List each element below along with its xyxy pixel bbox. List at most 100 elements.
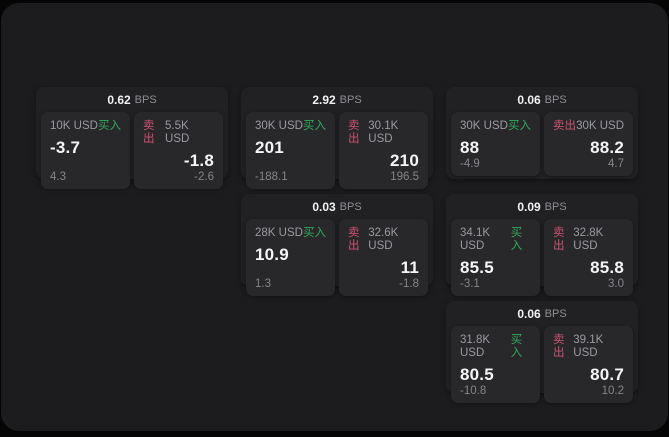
sell-change: 4.7 bbox=[608, 158, 624, 170]
buy-panel-header: 10K USD 买入 bbox=[50, 120, 121, 133]
buy-panel-header: 34.1K USD 买入 bbox=[460, 227, 531, 253]
bps-unit-label: BPS bbox=[339, 200, 362, 213]
buy-panel[interactable]: 31.8K USD 买入 80.5 -10.8 bbox=[451, 326, 540, 403]
buy-panel-header: 30K USD 买入 bbox=[255, 120, 326, 133]
sell-panel[interactable]: 卖出 32.8K USD 85.8 3.0 bbox=[544, 219, 633, 296]
buy-change: -188.1 bbox=[255, 171, 288, 183]
buy-amount: 34.1K USD bbox=[460, 227, 491, 252]
sell-tag: 卖出 bbox=[143, 120, 155, 145]
bps-unit-label: BPS bbox=[544, 93, 567, 106]
sell-price: 88.2 bbox=[590, 138, 624, 157]
card-body: 30K USD 买入 88 -4.9 卖出 30K USD 88.2 4.7 bbox=[446, 112, 638, 181]
sell-change: -1.8 bbox=[399, 278, 419, 290]
buy-price: 85.5 bbox=[460, 258, 494, 277]
sell-panel-header: 卖出 39.1K USD bbox=[553, 334, 624, 360]
sell-panel[interactable]: 卖出 5.5K USD -1.8 -2.6 bbox=[134, 112, 223, 189]
buy-panel[interactable]: 28K USD 买入 10.9 1.3 bbox=[246, 219, 335, 296]
buy-amount: 30K USD bbox=[460, 120, 508, 132]
card-body: 28K USD 买入 10.9 1.3 卖出 32.6K USD 11 -1.8 bbox=[241, 219, 433, 301]
card-header: 0.62 BPS bbox=[36, 87, 228, 112]
sell-price: 85.8 bbox=[590, 258, 624, 277]
buy-panel-header: 31.8K USD 买入 bbox=[460, 334, 531, 360]
bps-value: 0.06 bbox=[517, 306, 541, 321]
quote-grid: 0.62 BPS 10K USD 买入 -3.7 4.3 卖出 5.5K USD… bbox=[36, 87, 638, 403]
card-body: 34.1K USD 买入 85.5 -3.1 卖出 32.8K USD 85.8… bbox=[446, 219, 638, 301]
sell-panel-header: 卖出 30.1K USD bbox=[348, 120, 419, 146]
sell-panel-header: 卖出 5.5K USD bbox=[143, 120, 214, 146]
sell-panel[interactable]: 卖出 30.1K USD 210 196.5 bbox=[339, 112, 428, 189]
sell-change: 3.0 bbox=[608, 278, 624, 290]
sell-tag: 卖出 bbox=[348, 227, 360, 252]
bps-value: 2.92 bbox=[312, 92, 336, 107]
bps-value: 0.06 bbox=[517, 92, 541, 107]
quote-card: 0.09 BPS 34.1K USD 买入 85.5 -3.1 卖出 32.8K… bbox=[446, 194, 638, 296]
app-panel: 0.62 BPS 10K USD 买入 -3.7 4.3 卖出 5.5K USD… bbox=[1, 3, 668, 431]
sell-amount: 32.6K USD bbox=[368, 227, 399, 252]
sell-price: 11 bbox=[400, 258, 419, 277]
sell-amount: 39.1K USD bbox=[573, 334, 604, 359]
sell-change: 196.5 bbox=[390, 171, 419, 183]
sell-tag: 卖出 bbox=[348, 120, 360, 145]
card-body: 31.8K USD 买入 80.5 -10.8 卖出 39.1K USD 80.… bbox=[446, 326, 638, 408]
quote-card: 0.62 BPS 10K USD 买入 -3.7 4.3 卖出 5.5K USD… bbox=[36, 87, 228, 189]
sell-amount: 30K USD bbox=[576, 120, 624, 132]
bps-unit-label: BPS bbox=[134, 93, 157, 106]
buy-change: -4.9 bbox=[460, 158, 480, 170]
sell-change: 10.2 bbox=[601, 385, 624, 397]
bps-unit-label: BPS bbox=[339, 93, 362, 106]
sell-price: -1.8 bbox=[183, 151, 214, 170]
buy-panel[interactable]: 10K USD 买入 -3.7 4.3 bbox=[41, 112, 130, 189]
card-header: 2.92 BPS bbox=[241, 87, 433, 112]
buy-price: 10.9 bbox=[255, 245, 289, 264]
buy-change: 4.3 bbox=[50, 171, 66, 183]
card-body: 10K USD 买入 -3.7 4.3 卖出 5.5K USD -1.8 -2.… bbox=[36, 112, 228, 194]
sell-panel-header: 卖出 32.6K USD bbox=[348, 227, 419, 253]
quote-card: 0.06 BPS 31.8K USD 买入 80.5 -10.8 卖出 39.1… bbox=[446, 301, 638, 403]
buy-change: 1.3 bbox=[255, 278, 271, 290]
bps-value: 0.03 bbox=[312, 199, 336, 214]
sell-panel[interactable]: 卖出 32.6K USD 11 -1.8 bbox=[339, 219, 428, 296]
bps-unit-label: BPS bbox=[544, 200, 567, 213]
quote-card: 0.03 BPS 28K USD 买入 10.9 1.3 卖出 32.6K US… bbox=[241, 194, 433, 296]
quote-card: 0.06 BPS 30K USD 买入 88 -4.9 卖出 30K USD 8… bbox=[446, 87, 638, 179]
buy-tag: 买入 bbox=[303, 227, 326, 239]
card-header: 0.03 BPS bbox=[241, 194, 433, 219]
sell-change: -2.6 bbox=[194, 171, 214, 183]
buy-price: 80.5 bbox=[460, 365, 494, 384]
buy-amount: 30K USD bbox=[255, 120, 303, 132]
buy-change: -3.1 bbox=[460, 278, 480, 290]
buy-panel[interactable]: 30K USD 买入 201 -188.1 bbox=[246, 112, 335, 189]
buy-amount: 10K USD bbox=[50, 120, 98, 132]
buy-tag: 买入 bbox=[98, 120, 121, 132]
buy-tag: 买入 bbox=[510, 227, 523, 252]
sell-price: 80.7 bbox=[590, 365, 624, 384]
buy-tag: 买入 bbox=[303, 120, 326, 132]
buy-change: -10.8 bbox=[460, 385, 487, 397]
quote-card: 2.92 BPS 30K USD 买入 201 -188.1 卖出 30.1K … bbox=[241, 87, 433, 189]
card-header: 0.09 BPS bbox=[446, 194, 638, 219]
buy-panel[interactable]: 34.1K USD 买入 85.5 -3.1 bbox=[451, 219, 540, 296]
card-body: 30K USD 买入 201 -188.1 卖出 30.1K USD 210 1… bbox=[241, 112, 433, 194]
sell-panel-header: 卖出 32.8K USD bbox=[553, 227, 624, 253]
sell-tag: 卖出 bbox=[553, 334, 565, 359]
buy-tag: 买入 bbox=[510, 334, 523, 359]
card-header: 0.06 BPS bbox=[446, 301, 638, 326]
buy-tag: 买入 bbox=[508, 120, 531, 132]
sell-amount: 30.1K USD bbox=[368, 120, 399, 145]
card-header: 0.06 BPS bbox=[446, 87, 638, 112]
sell-panel[interactable]: 卖出 30K USD 88.2 4.7 bbox=[544, 112, 633, 176]
buy-panel[interactable]: 30K USD 买入 88 -4.9 bbox=[451, 112, 540, 176]
buy-amount: 31.8K USD bbox=[460, 334, 491, 359]
sell-panel[interactable]: 卖出 39.1K USD 80.7 10.2 bbox=[544, 326, 633, 403]
buy-panel-header: 28K USD 买入 bbox=[255, 227, 326, 240]
buy-price: 201 bbox=[255, 138, 284, 157]
sell-tag: 卖出 bbox=[553, 227, 565, 252]
bps-value: 0.09 bbox=[517, 199, 541, 214]
sell-amount: 32.8K USD bbox=[573, 227, 604, 252]
buy-panel-header: 30K USD 买入 bbox=[460, 120, 531, 133]
sell-tag: 卖出 bbox=[553, 120, 576, 132]
bps-value: 0.62 bbox=[107, 92, 131, 107]
bps-unit-label: BPS bbox=[544, 307, 567, 320]
buy-price: 88 bbox=[460, 138, 480, 157]
sell-amount: 5.5K USD bbox=[165, 120, 190, 145]
